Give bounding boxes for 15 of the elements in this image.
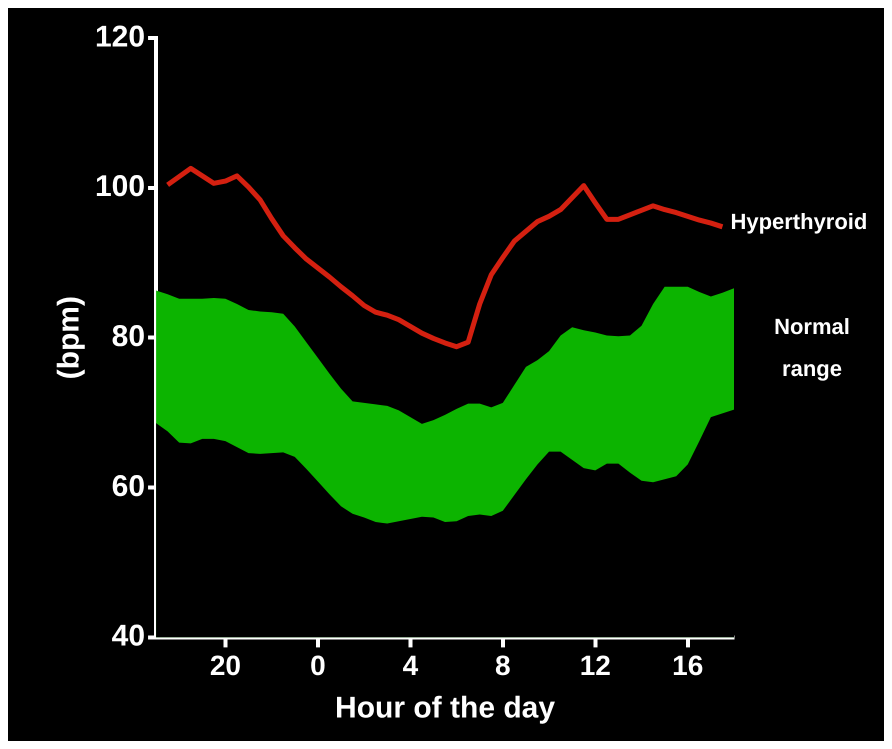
y-axis-title: (bpm) (52, 296, 86, 380)
x-tick-label: 12 (580, 650, 611, 681)
y-tick-label: 60 (112, 470, 146, 503)
y-tick-label: 120 (94, 20, 146, 54)
x-tick-label: 16 (672, 650, 704, 681)
y-tick-label: 80 (112, 320, 146, 353)
y-tick-label: 100 (94, 170, 146, 204)
series-label: Normal range (774, 314, 850, 381)
x-tick-label: 20 (210, 650, 241, 681)
x-tick-label: 8 (495, 650, 511, 681)
x-tick-label: 4 (402, 650, 419, 681)
y-tick-label: 40 (112, 620, 146, 653)
series-label: Hyperthyroid (730, 208, 868, 234)
x-tick-label: 0 (310, 650, 326, 681)
x-axis-title: Hour of the day (335, 691, 556, 724)
